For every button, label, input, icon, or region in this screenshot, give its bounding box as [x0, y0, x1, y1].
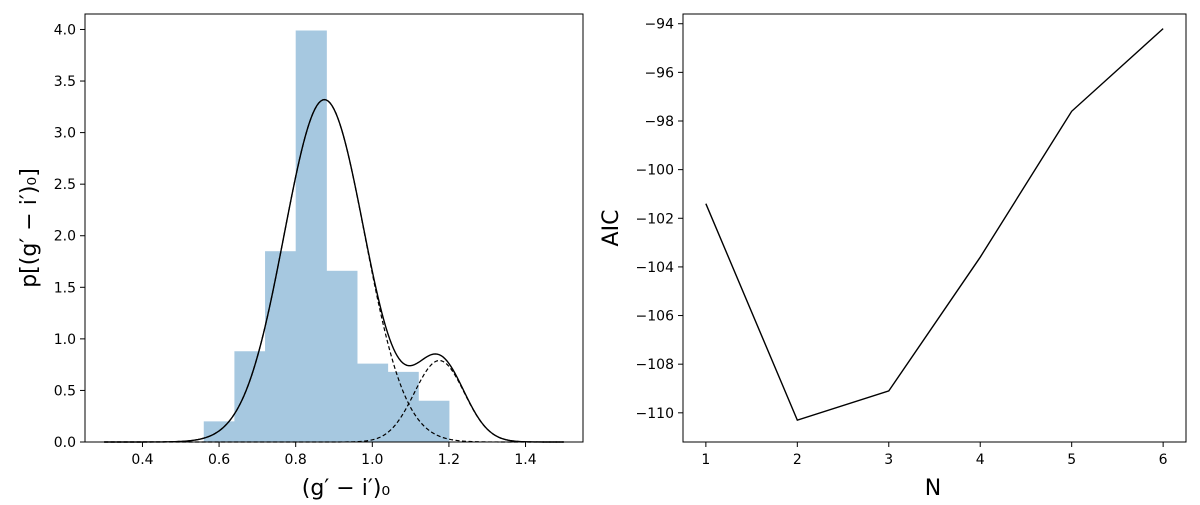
aic-series-line	[705, 28, 1164, 421]
y-tick-label: 2.5	[54, 177, 76, 193]
histogram-bar	[295, 30, 327, 442]
plot-frame	[84, 13, 584, 443]
histogram-axes: 0.4 0.6 0.8 1.0 1.2 1.4 0.0 0.5 1.0 1.5 2.0 2.5 3.0 3…	[54, 13, 584, 468]
y-tick-label: −96	[644, 65, 674, 81]
aic-axes: 1 2 3 4 5 6 −110 −108 −106 −104 −102 −100 −98 −96 −94	[636, 13, 1187, 468]
x-tick-label: 1.4	[514, 452, 536, 468]
y-tick-label: 0.0	[54, 435, 76, 451]
y-tick-label: −104	[636, 260, 675, 276]
x-tick-label: 0.4	[131, 452, 153, 468]
x-tick-label: 4	[976, 452, 985, 468]
x-tick-label: 6	[1159, 452, 1168, 468]
y-tick-label: 0.5	[54, 383, 76, 399]
histogram-bar	[356, 363, 389, 442]
plot-frame	[682, 13, 1187, 443]
y-tick-label: −98	[644, 114, 674, 130]
y-tick-label: 2.0	[54, 229, 76, 245]
x-tick-label: 0.8	[285, 452, 307, 468]
y-tick-label: 3.0	[54, 126, 76, 142]
x-tick-label: 0.6	[208, 452, 230, 468]
histogram-panel: 0.4 0.6 0.8 1.0 1.2 1.4 0.0 0.5 1.0 1.5 2.0 2.5 3.0 3…	[17, 13, 584, 501]
y-tick-label: −94	[644, 17, 674, 33]
histogram-bar	[387, 371, 419, 442]
x-tick-label: 3	[884, 452, 893, 468]
y-tick-label: 1.5	[54, 280, 76, 296]
histogram-bar	[234, 351, 266, 442]
y-tick-label: 1.0	[54, 332, 76, 348]
y-axis-label: AIC	[599, 210, 624, 247]
histogram-bar	[203, 421, 235, 442]
x-tick-label: 1.0	[361, 452, 383, 468]
y-tick-label: −110	[636, 406, 674, 422]
x-tick-label: 1	[701, 452, 710, 468]
histogram-bar	[418, 400, 450, 442]
y-axis-label: p[(g′ − i′)₀]	[17, 168, 42, 288]
y-tick-label: −108	[636, 357, 674, 373]
x-tick-label: 5	[1067, 452, 1076, 468]
y-tick-label: 4.0	[54, 22, 76, 38]
y-tick-label: 3.5	[54, 74, 76, 90]
total-fit-curve	[104, 98, 564, 443]
histogram-bar	[265, 251, 297, 442]
x-axis-label: N	[925, 476, 941, 501]
x-tick-label: 2	[793, 452, 802, 468]
aic-panel: 1 2 3 4 5 6−110−108−106−104−102−100−98−96−94 …	[599, 13, 1187, 501]
aic-line-series	[705, 28, 1164, 421]
y-tick-label: −100	[636, 163, 674, 179]
histogram-bar	[326, 270, 358, 442]
x-axis-label: (g′ − i′)₀	[302, 476, 391, 501]
x-tick-label: 1.2	[438, 452, 460, 468]
y-tick-label: −106	[636, 309, 675, 325]
y-tick-label: −102	[636, 211, 674, 227]
histogram-bars	[203, 30, 450, 442]
